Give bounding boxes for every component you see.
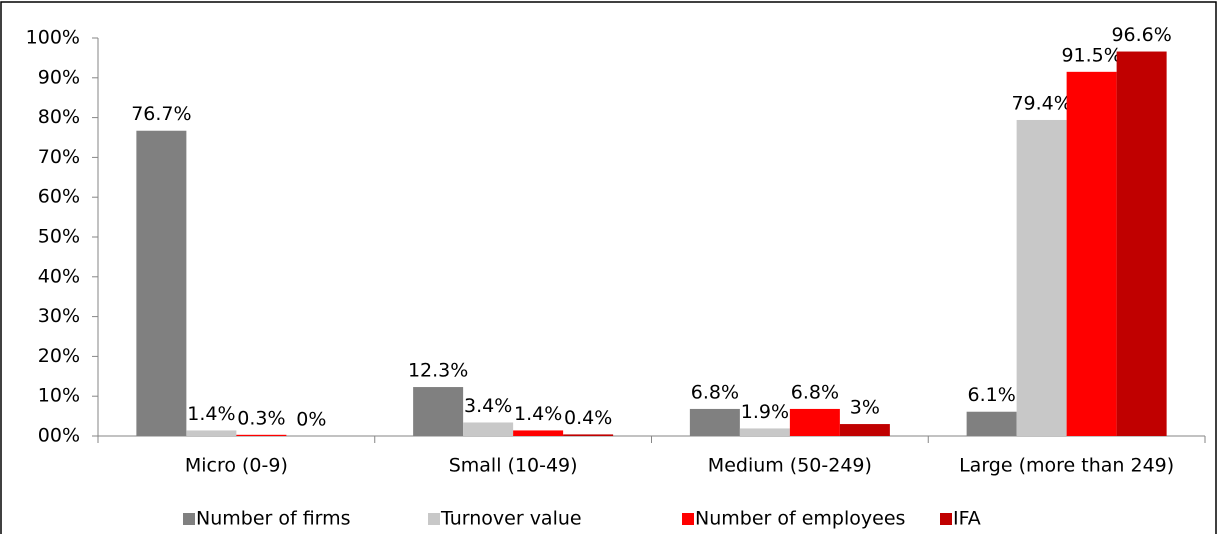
x-tick-label: Micro (0-9) [185, 455, 288, 477]
y-tick-label: 00% [38, 425, 80, 447]
legend-swatch [183, 513, 195, 525]
bar [966, 411, 1017, 436]
data-label: 3% [850, 397, 880, 419]
y-tick-label: 10% [38, 385, 80, 407]
data-label: 1.4% [187, 403, 235, 425]
y-tick-label: 20% [38, 345, 80, 367]
y-tick-label: 100% [26, 27, 80, 49]
x-tick-label: Small (10-49) [449, 455, 578, 477]
bar [1016, 119, 1067, 436]
y-tick-label: 50% [38, 226, 80, 248]
y-tick-label: 70% [38, 146, 80, 168]
legend-label: Turnover value [440, 508, 582, 530]
x-tick-label: Large (more than 249) [959, 455, 1174, 477]
legend-label: Number of employees [695, 508, 905, 530]
bar [1116, 51, 1167, 436]
y-tick-label: 40% [38, 265, 80, 287]
legend-swatch [682, 513, 694, 525]
bar [789, 408, 840, 436]
y-tick-label: 60% [38, 186, 80, 208]
y-tick-label: 80% [38, 106, 80, 128]
y-tick-label: 30% [38, 305, 80, 327]
data-label: 0.3% [237, 407, 285, 429]
bar [463, 422, 514, 436]
data-label: 76.7% [131, 103, 191, 125]
data-label: 6.8% [691, 381, 739, 403]
legend-swatch [940, 513, 952, 525]
legend-label: IFA [953, 508, 981, 530]
bar [236, 434, 287, 436]
bar [136, 130, 187, 436]
x-tick-label: Medium (50-249) [708, 455, 872, 477]
data-label: 12.3% [408, 360, 468, 382]
data-label: 79.4% [1011, 92, 1071, 114]
bar [689, 408, 740, 436]
data-label: 96.6% [1111, 24, 1171, 46]
bar [186, 430, 237, 436]
data-label: 0% [296, 409, 326, 431]
data-label: 1.4% [514, 403, 562, 425]
bar [739, 428, 790, 436]
bar [1066, 71, 1117, 436]
bar [513, 430, 564, 436]
y-tick-label: 90% [38, 66, 80, 88]
data-label: 1.9% [741, 401, 789, 423]
data-label: 0.4% [564, 407, 612, 429]
bar [563, 434, 614, 436]
bar [413, 387, 464, 436]
data-label: 91.5% [1061, 44, 1121, 66]
data-label: 6.1% [967, 384, 1015, 406]
data-label: 6.8% [791, 381, 839, 403]
bar [839, 424, 890, 436]
legend-label: Number of firms [196, 508, 351, 530]
legend-swatch [428, 513, 440, 525]
data-label: 3.4% [464, 395, 512, 417]
